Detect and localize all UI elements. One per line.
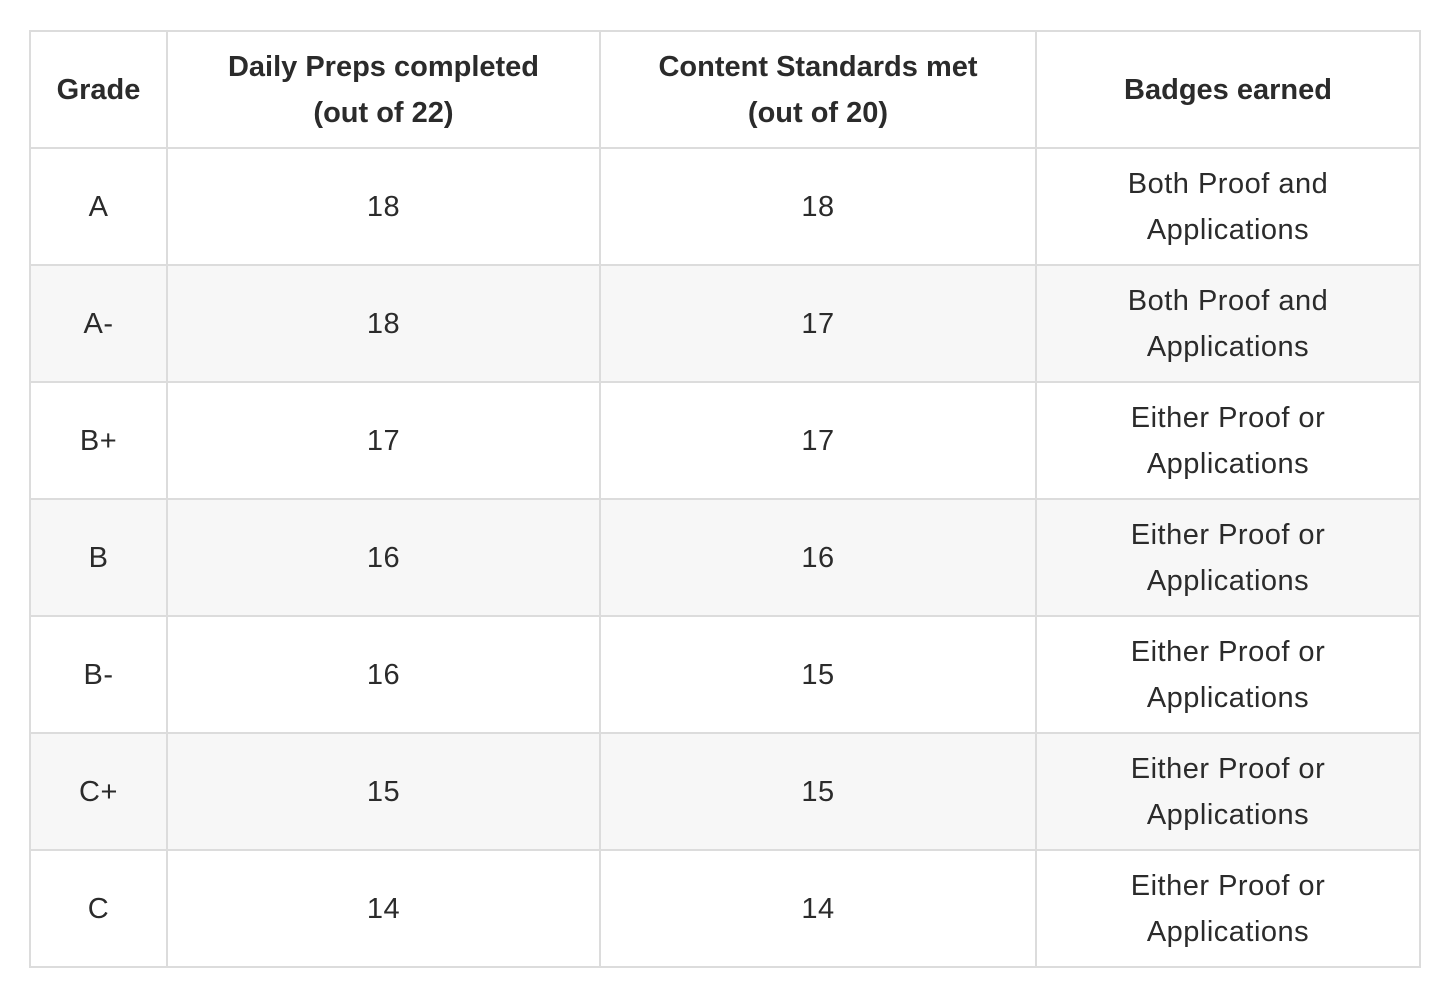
cell-standards: 15 xyxy=(599,615,1037,734)
table-body: A 18 18 Both Proof and Applications A- 1… xyxy=(29,147,1421,968)
header-daily-preps: Daily Preps completed (out of 22) xyxy=(166,30,601,149)
cell-preps: 18 xyxy=(166,147,601,266)
cell-badges: Either Proof or Applications xyxy=(1035,381,1421,500)
cell-preps: 16 xyxy=(166,498,601,617)
header-daily-preps-line2: (out of 22) xyxy=(313,96,454,129)
cell-preps: 14 xyxy=(166,849,601,968)
table-row: A 18 18 Both Proof and Applications xyxy=(29,147,1421,266)
cell-badges-line2: Applications xyxy=(1146,798,1310,831)
cell-grade: C+ xyxy=(29,732,168,851)
cell-preps: 18 xyxy=(166,264,601,383)
header-content-standards: Content Standards met (out of 20) xyxy=(599,30,1037,149)
cell-badges-line1: Either Proof or xyxy=(1130,752,1326,785)
header-badges: Badges earned xyxy=(1035,30,1421,149)
cell-grade: B- xyxy=(29,615,168,734)
cell-badges-line2: Applications xyxy=(1146,213,1310,246)
cell-badges-line1: Either Proof or xyxy=(1130,869,1326,902)
cell-badges: Both Proof and Applications xyxy=(1035,264,1421,383)
cell-badges: Either Proof or Applications xyxy=(1035,498,1421,617)
cell-badges-line2: Applications xyxy=(1146,681,1310,714)
cell-standards: 14 xyxy=(599,849,1037,968)
header-content-standards-line2: (out of 20) xyxy=(747,96,889,129)
cell-standards: 17 xyxy=(599,264,1037,383)
table-row: B 16 16 Either Proof or Applications xyxy=(29,498,1421,617)
cell-grade: A- xyxy=(29,264,168,383)
header-row: Grade Daily Preps completed (out of 22) … xyxy=(29,30,1421,149)
cell-badges: Either Proof or Applications xyxy=(1035,849,1421,968)
cell-standards: 17 xyxy=(599,381,1037,500)
cell-standards: 15 xyxy=(599,732,1037,851)
grading-table-container: Grade Daily Preps completed (out of 22) … xyxy=(29,30,1421,968)
header-grade: Grade xyxy=(29,30,168,149)
grading-table: Grade Daily Preps completed (out of 22) … xyxy=(29,30,1421,968)
header-badges-label: Badges earned xyxy=(1124,73,1332,106)
cell-grade: A xyxy=(29,147,168,266)
cell-grade: B xyxy=(29,498,168,617)
table-row: C 14 14 Either Proof or Applications xyxy=(29,849,1421,968)
cell-badges-line2: Applications xyxy=(1146,447,1310,480)
cell-badges-line1: Both Proof and xyxy=(1127,167,1329,200)
cell-badges: Both Proof and Applications xyxy=(1035,147,1421,266)
table-header: Grade Daily Preps completed (out of 22) … xyxy=(29,30,1421,149)
cell-grade: C xyxy=(29,849,168,968)
cell-preps: 15 xyxy=(166,732,601,851)
cell-badges-line1: Either Proof or xyxy=(1130,635,1326,668)
cell-badges-line1: Either Proof or xyxy=(1130,518,1326,551)
header-daily-preps-line1: Daily Preps completed xyxy=(227,50,540,83)
cell-badges-line2: Applications xyxy=(1146,915,1310,948)
cell-preps: 16 xyxy=(166,615,601,734)
header-content-standards-line1: Content Standards met xyxy=(658,50,978,83)
table-row: C+ 15 15 Either Proof or Applications xyxy=(29,732,1421,851)
cell-badges-line2: Applications xyxy=(1146,564,1310,597)
cell-badges: Either Proof or Applications xyxy=(1035,615,1421,734)
cell-preps: 17 xyxy=(166,381,601,500)
cell-badges-line1: Either Proof or xyxy=(1130,401,1326,434)
cell-grade: B+ xyxy=(29,381,168,500)
header-grade-label: Grade xyxy=(56,73,141,106)
cell-badges: Either Proof or Applications xyxy=(1035,732,1421,851)
cell-standards: 18 xyxy=(599,147,1037,266)
table-row: B+ 17 17 Either Proof or Applications xyxy=(29,381,1421,500)
cell-standards: 16 xyxy=(599,498,1037,617)
cell-badges-line2: Applications xyxy=(1146,330,1310,363)
table-row: B- 16 15 Either Proof or Applications xyxy=(29,615,1421,734)
table-row: A- 18 17 Both Proof and Applications xyxy=(29,264,1421,383)
cell-badges-line1: Both Proof and xyxy=(1127,284,1329,317)
